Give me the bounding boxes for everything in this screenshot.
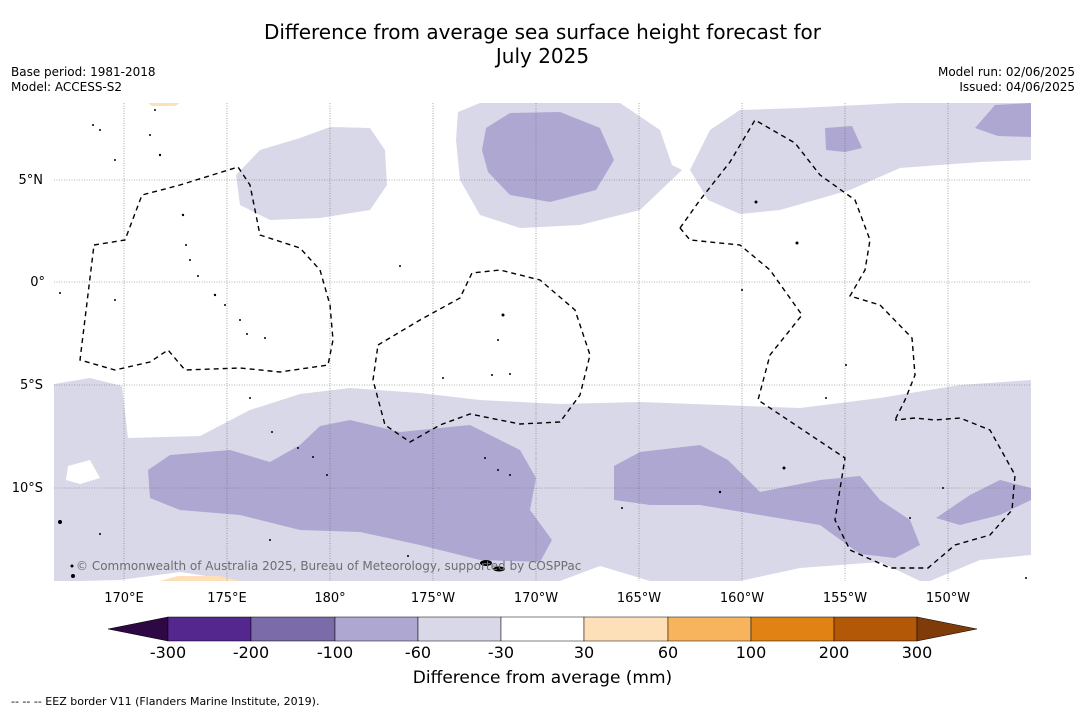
anomaly-medium-north-central xyxy=(482,112,614,202)
meta-right: Model run: 02/06/2025 Issued: 04/06/2025 xyxy=(938,65,1075,95)
colorbar-over-triangle xyxy=(916,616,978,642)
lon-label: 170°W xyxy=(514,591,558,606)
anomaly-medium-north-east-2 xyxy=(975,103,1031,137)
lon-label: 175°E xyxy=(207,591,247,606)
colorbar-tick-label: 60 xyxy=(657,643,679,662)
anomaly-medium-south-central xyxy=(614,445,920,558)
anomaly-hole-1 xyxy=(66,460,100,484)
lat-label: 5°S xyxy=(20,378,43,393)
lon-label: 150°W xyxy=(926,591,970,606)
lat-label: 10°S xyxy=(12,481,43,496)
colorbar-bin xyxy=(417,616,502,642)
eez-kiribati-gilbert xyxy=(79,166,334,373)
title-line-1: Difference from average sea surface heig… xyxy=(263,20,822,44)
eez-kiribati-phoenix xyxy=(372,269,591,443)
longitude-labels: 170°E 175°E 180° 175°W 170°W 165°W 160°W… xyxy=(104,591,970,606)
anomaly-light-north-west xyxy=(236,127,387,220)
anomaly-medium-south-west xyxy=(148,420,552,562)
colorbar-bin xyxy=(334,616,419,642)
anomaly-positive-patch-north xyxy=(148,103,180,106)
anomaly-hole-2 xyxy=(930,555,1031,581)
colorbar-bin xyxy=(750,616,835,642)
colorbar-bin xyxy=(833,616,918,642)
anomaly-positive-patch-south xyxy=(160,576,240,581)
lon-label: 170°E xyxy=(104,591,144,606)
lat-label: 0° xyxy=(30,275,45,290)
colorbar-tick-label: -300 xyxy=(149,643,187,662)
eez-kiribati-line xyxy=(679,119,916,421)
colorbar-bin xyxy=(167,616,252,642)
lat-label: 5°N xyxy=(19,173,44,188)
anomaly-medium-north-east-1 xyxy=(825,126,862,152)
base-period: Base period: 1981-2018 xyxy=(11,65,156,79)
colorbar-tick-label: 300 xyxy=(901,643,933,662)
colorbar-tick-label: -30 xyxy=(487,643,515,662)
colorbar-bin xyxy=(583,616,669,642)
colorbar-tick-label: -60 xyxy=(404,643,432,662)
lon-label: 155°W xyxy=(823,591,867,606)
issued-date: Issued: 04/06/2025 xyxy=(959,80,1075,94)
colorbar-tick-label: 100 xyxy=(735,643,767,662)
colorbar-tick-label: -200 xyxy=(232,643,270,662)
eez-borders xyxy=(79,119,1016,569)
lon-label: 175°W xyxy=(411,591,455,606)
colorbar-under-triangle xyxy=(107,616,169,642)
colorbar-bin xyxy=(500,616,585,642)
colorbar-tick-label: 30 xyxy=(573,643,595,662)
colorbar-bin xyxy=(250,616,336,642)
colorbar-bin xyxy=(667,616,752,642)
model-name: Model: ACCESS-S2 xyxy=(11,80,123,94)
title-line-2: July 2025 xyxy=(495,44,590,68)
latitude-labels: 5°N 0° 5°S 10°S xyxy=(12,173,45,496)
gridlines xyxy=(54,103,1031,581)
lon-label: 180° xyxy=(314,591,345,606)
anomaly-medium-south-east xyxy=(936,480,1031,525)
colorbar-tick-label: -100 xyxy=(316,643,354,662)
islands xyxy=(58,109,1027,579)
anomaly-light-south xyxy=(54,378,1031,581)
colorbar-title: Difference from average (mm) xyxy=(412,668,673,688)
model-run: Model run: 02/06/2025 xyxy=(937,65,1075,79)
colorbar xyxy=(107,616,978,642)
lon-label: 165°W xyxy=(617,591,661,606)
map-area: © Commonwealth of Australia 2025, Bureau… xyxy=(54,103,1031,581)
copyright-notice: © Commonwealth of Australia 2025, Bureau… xyxy=(76,559,581,573)
meta-left: Base period: 1981-2018 Model: ACCESS-S2 xyxy=(11,65,156,95)
lon-label: 160°W xyxy=(720,591,764,606)
anomaly-light-north-east xyxy=(690,103,1031,214)
eez-footnote: -- -- -- EEZ border V11 (Flanders Marine… xyxy=(11,695,320,708)
map-title: Difference from average sea surface heig… xyxy=(0,20,1085,68)
colorbar-tick-label: 200 xyxy=(818,643,850,662)
